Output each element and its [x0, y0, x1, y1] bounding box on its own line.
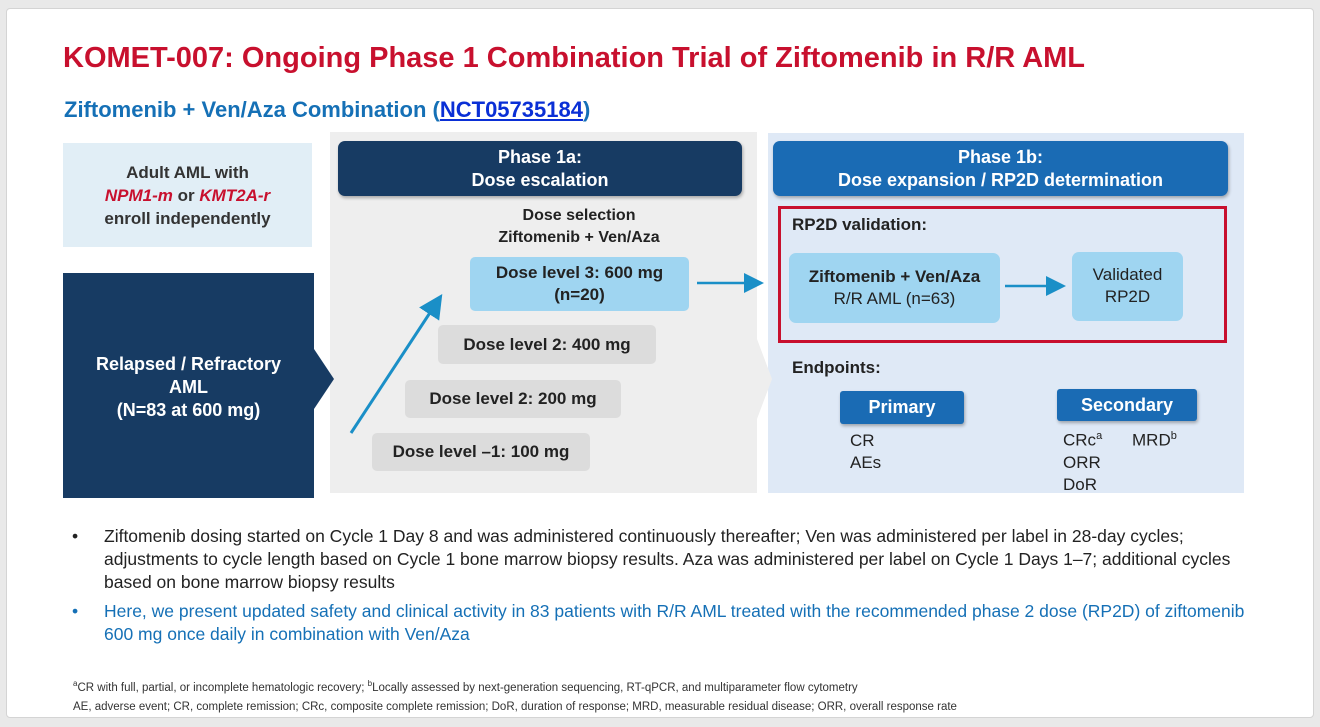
dose-level-2-400: Dose level 2: 400 mg [438, 325, 656, 364]
phase1b-subtitle: Dose expansion / RP2D determination [837, 170, 1164, 190]
population-line2: AML [169, 377, 208, 397]
eligibility-or: or [172, 186, 200, 205]
combo-box: Ziftomenib + Ven/Aza R/R AML (n=63) [789, 253, 1000, 323]
primary-badge: Primary [840, 391, 964, 424]
bullet-item: • Here, we present updated safety and cli… [71, 600, 1251, 646]
validated-rp2d-box: Validated RP2D [1072, 252, 1183, 321]
secondary-endpoint-crc: CRca [1063, 430, 1103, 450]
primary-endpoints: CR AEs [850, 430, 881, 474]
eligibility-box: Adult AML with NPM1-m or KMT2A-r enroll … [63, 143, 312, 247]
footnotes: aCR with full, partial, or incomplete he… [73, 674, 957, 717]
slide-subtitle: Ziftomenib + Ven/Aza Combination (NCT057… [64, 97, 590, 123]
eligibility-line2: NPM1-m or KMT2A-r [63, 184, 312, 207]
subtitle-suffix: ) [582, 97, 591, 122]
combo-line2: R/R AML (n=63) [833, 289, 956, 308]
secondary-endpoints: CRca ORR DoR [1063, 425, 1102, 496]
secondary-endpoint-dor: DoR [1063, 474, 1098, 494]
dose-level-minus1: Dose level –1: 100 mg [372, 433, 590, 471]
rp2d-validation-frame [778, 206, 1227, 343]
primary-endpoint-aes: AEs [850, 453, 882, 472]
phase1a-title: Phase 1a: [497, 147, 583, 167]
dose-selection-line1: Dose selection [522, 207, 636, 224]
population-line3: (N=83 at 600 mg) [116, 400, 261, 420]
sup-b: b [1170, 430, 1177, 442]
phase1b-header: Phase 1b: Dose expansion / RP2D determin… [773, 141, 1228, 196]
dose-level-2-200: Dose level 2: 200 mg [405, 380, 621, 418]
slide: KOMET-007: Ongoing Phase 1 Combination T… [6, 8, 1314, 718]
dose-level-3: Dose level 3: 600 mg (n=20) [470, 257, 689, 311]
dose-level-3-label: Dose level 3: 600 mg [495, 263, 664, 282]
phase1a-subtitle: Dose escalation [471, 170, 609, 190]
rp2d-validation-label: RP2D validation: [792, 215, 928, 234]
footnote-line1: aCR with full, partial, or incomplete he… [73, 679, 858, 694]
population-line1: Relapsed / Refractory [95, 354, 282, 374]
slide-title: KOMET-007: Ongoing Phase 1 Combination T… [63, 42, 1086, 74]
primary-endpoint-cr: CR [850, 431, 875, 450]
dose-selection-line2: Ziftomenib + Ven/Aza [498, 229, 660, 246]
secondary-endpoint-orr: ORR [1063, 452, 1101, 472]
validated-line1: Validated [1092, 265, 1163, 284]
bullet-dot: • [72, 526, 79, 546]
footnote-abbreviations: AE, adverse event; CR, complete remissio… [73, 700, 957, 713]
eligibility-line1: Adult AML with [126, 163, 249, 182]
connector-arrows [349, 273, 1066, 434]
npm1-label: NPM1-m [104, 186, 173, 205]
escalation-arrow [349, 293, 443, 434]
secondary-endpoint-mrd: MRDb [1132, 430, 1177, 450]
secondary-badge: Secondary [1057, 389, 1197, 421]
phase1a-chevron [757, 339, 772, 419]
phase1b-title: Phase 1b: [957, 147, 1044, 167]
subtitle-prefix: Ziftomenib + Ven/Aza Combination ( [64, 97, 440, 122]
nct-link[interactable]: NCT05735184 [439, 97, 583, 122]
bullet-text: Ziftomenib dosing started on Cycle 1 Day… [104, 526, 1231, 592]
population-box: Relapsed / Refractory AML (N=83 at 600 m… [63, 273, 314, 498]
kmt2a-label: KMT2A-r [199, 186, 271, 205]
dose-level-3-n: (n=20) [554, 285, 605, 304]
combo-line1: Ziftomenib + Ven/Aza [808, 267, 981, 286]
population-arrow [314, 349, 334, 409]
bullet-list: • Ziftomenib dosing started on Cycle 1 Da… [71, 525, 1251, 652]
eligibility-line3: enroll independently [104, 209, 271, 228]
phase1a-header: Phase 1a: Dose escalation [338, 141, 742, 196]
bullet-item: • Ziftomenib dosing started on Cycle 1 Da… [71, 525, 1251, 594]
endpoints-label: Endpoints: [792, 358, 881, 377]
validated-line2: RP2D [1104, 287, 1151, 306]
bullet-text: Here, we present updated safety and clin… [104, 601, 1245, 644]
sup-a: a [1096, 430, 1103, 442]
bullet-dot: • [72, 601, 79, 621]
dose-selection: Dose selection Ziftomenib + Ven/Aza [473, 205, 685, 249]
